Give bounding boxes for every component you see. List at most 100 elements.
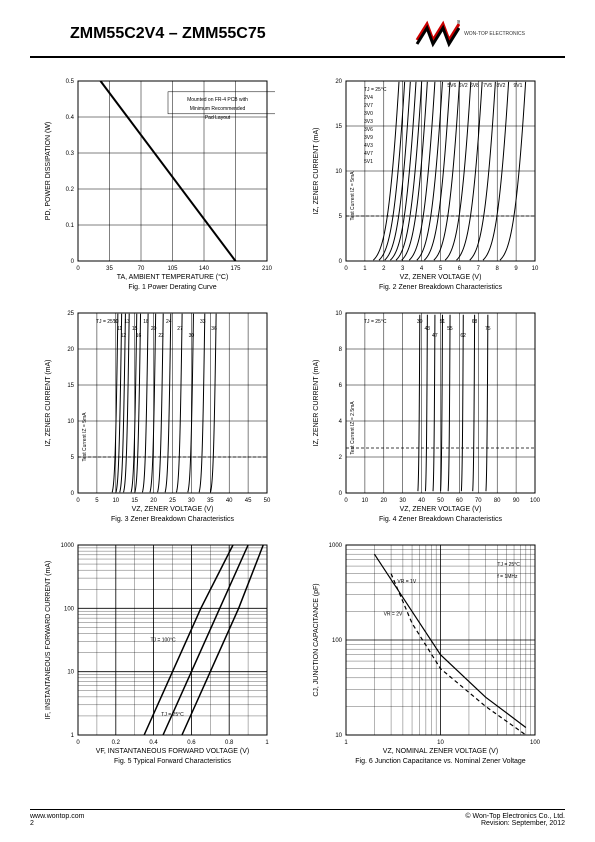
svg-text:62: 62	[460, 333, 466, 339]
svg-text:VZ, ZENER VOLTAGE (V): VZ, ZENER VOLTAGE (V)	[399, 506, 481, 513]
svg-text:9: 9	[514, 266, 518, 272]
svg-text:30: 30	[399, 498, 406, 504]
company-logo: ® WON-TOP ELECTRONICS	[415, 20, 525, 48]
svg-text:10: 10	[437, 740, 444, 746]
svg-text:0.4: 0.4	[149, 740, 158, 746]
svg-text:0.2: 0.2	[112, 740, 121, 746]
svg-text:8V2: 8V2	[496, 83, 505, 89]
svg-text:Fig. 5 Typical Forward Charact: Fig. 5 Typical Forward Characteristics	[114, 758, 231, 765]
svg-text:10: 10	[335, 169, 342, 175]
svg-text:4: 4	[338, 419, 342, 425]
svg-text:IZ, ZENER CURRENT (mA): IZ, ZENER CURRENT (mA)	[45, 360, 52, 447]
svg-text:Test Current IZ = 2.5mA: Test Current IZ = 2.5mA	[350, 401, 356, 455]
svg-text:40: 40	[226, 498, 233, 504]
fig2-chart: 01234567891005101520VZ, ZENER VOLTAGE (V…	[308, 73, 556, 293]
svg-text:20: 20	[380, 498, 387, 504]
svg-text:35: 35	[106, 266, 113, 272]
svg-text:TJ = 25°C: TJ = 25°C	[161, 712, 184, 718]
charts-grid: 0357010514017521000.10.20.30.40.5TA, AMB…	[0, 58, 595, 782]
svg-text:0.2: 0.2	[66, 187, 75, 193]
svg-text:0.6: 0.6	[187, 740, 196, 746]
svg-text:Test Current IZ = 5mA: Test Current IZ = 5mA	[82, 412, 88, 462]
page-footer: www.wontop.com 2 © Won-Top Electronics C…	[30, 809, 565, 827]
svg-text:0: 0	[76, 266, 80, 272]
svg-text:5: 5	[71, 455, 75, 461]
svg-text:1: 1	[71, 733, 75, 739]
svg-text:TJ = 25°C: TJ = 25°C	[364, 319, 387, 325]
svg-text:22: 22	[158, 333, 164, 339]
svg-text:20: 20	[67, 347, 74, 353]
svg-text:TJ = 100°C: TJ = 100°C	[150, 637, 176, 643]
svg-text:VZ, ZENER VOLTAGE (V): VZ, ZENER VOLTAGE (V)	[132, 506, 214, 513]
svg-text:7V5: 7V5	[483, 83, 492, 89]
svg-text:2: 2	[382, 266, 386, 272]
svg-text:Fig. 6 Junction Capacitance vs: Fig. 6 Junction Capacitance vs. Nominal …	[355, 758, 526, 765]
svg-text:10: 10	[67, 670, 74, 676]
svg-text:15: 15	[67, 383, 74, 389]
svg-text:5V6: 5V6	[447, 83, 456, 89]
svg-text:1000: 1000	[61, 543, 75, 549]
svg-text:0: 0	[71, 259, 75, 265]
svg-text:16: 16	[136, 333, 142, 339]
svg-text:24: 24	[166, 319, 172, 325]
svg-text:3: 3	[401, 266, 405, 272]
svg-text:9V1: 9V1	[513, 83, 522, 89]
svg-text:10: 10	[67, 419, 74, 425]
svg-text:70: 70	[474, 498, 481, 504]
svg-text:Pad Layout: Pad Layout	[205, 115, 231, 121]
svg-text:40: 40	[418, 498, 425, 504]
svg-text:0: 0	[71, 491, 75, 497]
svg-text:7: 7	[476, 266, 480, 272]
svg-text:10: 10	[112, 498, 119, 504]
svg-text:VR = 2V: VR = 2V	[383, 612, 402, 618]
svg-text:2V4: 2V4	[364, 95, 373, 101]
svg-text:0.8: 0.8	[225, 740, 234, 746]
svg-text:68: 68	[471, 319, 477, 325]
svg-text:11: 11	[117, 326, 122, 332]
svg-text:0: 0	[338, 259, 342, 265]
svg-text:8: 8	[338, 347, 342, 353]
svg-text:3V6: 3V6	[364, 127, 373, 133]
svg-text:6: 6	[457, 266, 461, 272]
svg-text:100: 100	[64, 606, 75, 612]
svg-text:60: 60	[456, 498, 463, 504]
svg-text:0: 0	[344, 498, 348, 504]
svg-text:51: 51	[439, 319, 445, 325]
svg-text:8: 8	[495, 266, 499, 272]
svg-text:25: 25	[67, 311, 74, 317]
svg-text:1: 1	[363, 266, 367, 272]
svg-text:27: 27	[177, 326, 183, 332]
part-number-title: ZMM55C2V4 – ZMM55C75	[70, 25, 266, 43]
svg-text:100: 100	[529, 740, 540, 746]
svg-text:VF, INSTANTANEOUS FORWARD VOLT: VF, INSTANTANEOUS FORWARD VOLTAGE (V)	[96, 748, 250, 755]
svg-text:15: 15	[131, 498, 138, 504]
svg-text:43: 43	[424, 326, 430, 332]
svg-text:PD, POWER DISSIPATION (W): PD, POWER DISSIPATION (W)	[45, 122, 52, 221]
svg-text:®: ®	[457, 20, 460, 26]
fig1-chart: 0357010514017521000.10.20.30.40.5TA, AMB…	[40, 73, 288, 293]
svg-text:45: 45	[245, 498, 252, 504]
svg-text:CJ, JUNCTION CAPACITANCE (pF): CJ, JUNCTION CAPACITANCE (pF)	[313, 583, 320, 696]
svg-text:1: 1	[265, 740, 269, 746]
svg-text:Test Current IZ = 5mA: Test Current IZ = 5mA	[350, 171, 356, 221]
svg-text:0.5: 0.5	[66, 79, 75, 85]
svg-text:2: 2	[338, 455, 342, 461]
svg-text:175: 175	[230, 266, 241, 272]
svg-text:140: 140	[199, 266, 210, 272]
svg-text:15: 15	[335, 124, 342, 130]
svg-text:0: 0	[344, 266, 348, 272]
svg-text:IZ, ZENER CURRENT (mA): IZ, ZENER CURRENT (mA)	[313, 128, 320, 215]
svg-text:10: 10	[335, 733, 342, 739]
svg-text:18: 18	[143, 319, 149, 325]
footer-page: 2	[30, 820, 84, 827]
svg-text:3V9: 3V9	[364, 135, 373, 141]
svg-text:15: 15	[132, 326, 138, 332]
svg-text:6V8: 6V8	[470, 83, 479, 89]
svg-text:70: 70	[138, 266, 145, 272]
svg-text:3V0: 3V0	[364, 111, 373, 117]
svg-text:f = 1MHz: f = 1MHz	[497, 574, 518, 580]
svg-text:100: 100	[331, 638, 342, 644]
svg-text:3V3: 3V3	[364, 119, 373, 125]
svg-text:90: 90	[512, 498, 519, 504]
svg-text:0.1: 0.1	[66, 223, 75, 229]
